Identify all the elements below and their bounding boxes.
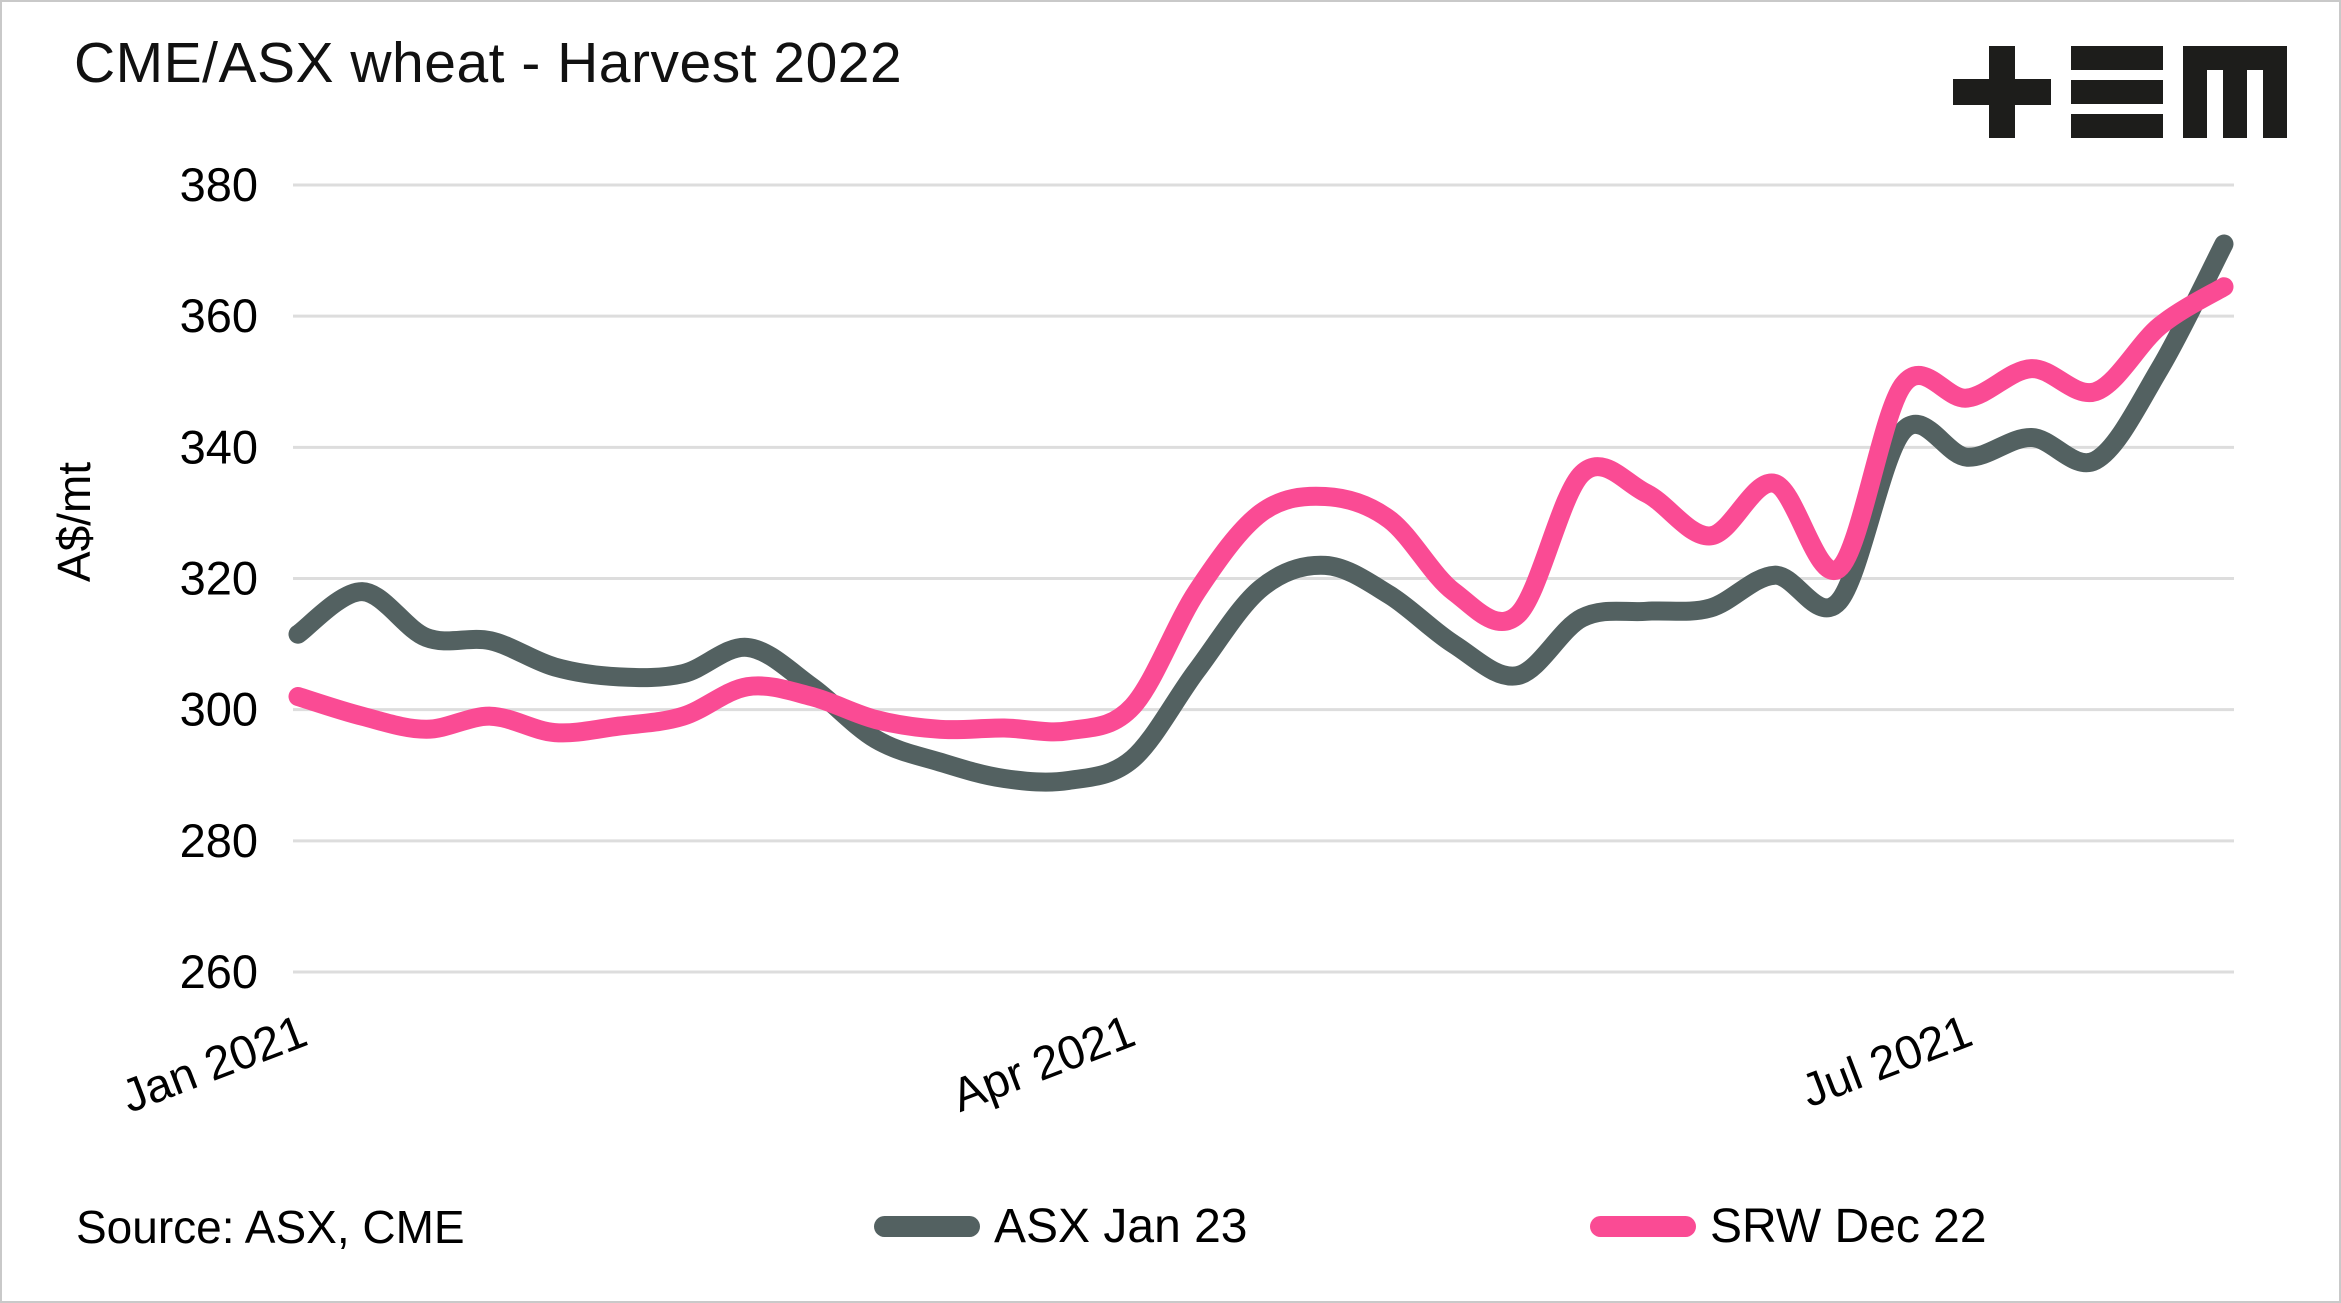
y-tick-label-260: 260 (180, 945, 258, 998)
tem-logo (1953, 46, 2287, 138)
y-tick-label-360: 360 (180, 289, 258, 342)
legend-label: SRW Dec 22 (1710, 1199, 1987, 1253)
y-tick-label-340: 340 (180, 420, 258, 473)
asx-line-swatch (874, 1215, 980, 1237)
y-tick-label-300: 300 (180, 683, 258, 736)
x-tick-label-jan: Jan 2021 (114, 1004, 314, 1123)
chart-title: CME/ASX wheat - Harvest 2022 (74, 31, 903, 95)
y-tick-label-380: 380 (180, 158, 258, 211)
x-tick-label-jul: Jul 2021 (1794, 1004, 1979, 1117)
legend-item-srw-dec-22: SRW Dec 22 (1590, 1198, 1987, 1254)
y-tick-label-280: 280 (180, 814, 258, 867)
srw-line-swatch (1590, 1215, 1696, 1237)
legend-label: ASX Jan 23 (994, 1199, 1248, 1253)
source-note: Source: ASX, CME (76, 1201, 465, 1253)
series-line-srw-dec-22 (288, 277, 2234, 743)
triple-bar-icon (2071, 46, 2163, 138)
series-line-asx-jan-23 (288, 234, 2234, 792)
plus-icon (1953, 46, 2051, 138)
m-glyph-icon (2183, 46, 2287, 138)
y-axis-label: A$/mt (48, 462, 100, 582)
x-tick-label-apr: Apr 2021 (944, 1004, 1141, 1122)
y-tick-label-320: 320 (180, 552, 258, 605)
legend-item-asx-jan-23: ASX Jan 23 (874, 1198, 1248, 1254)
